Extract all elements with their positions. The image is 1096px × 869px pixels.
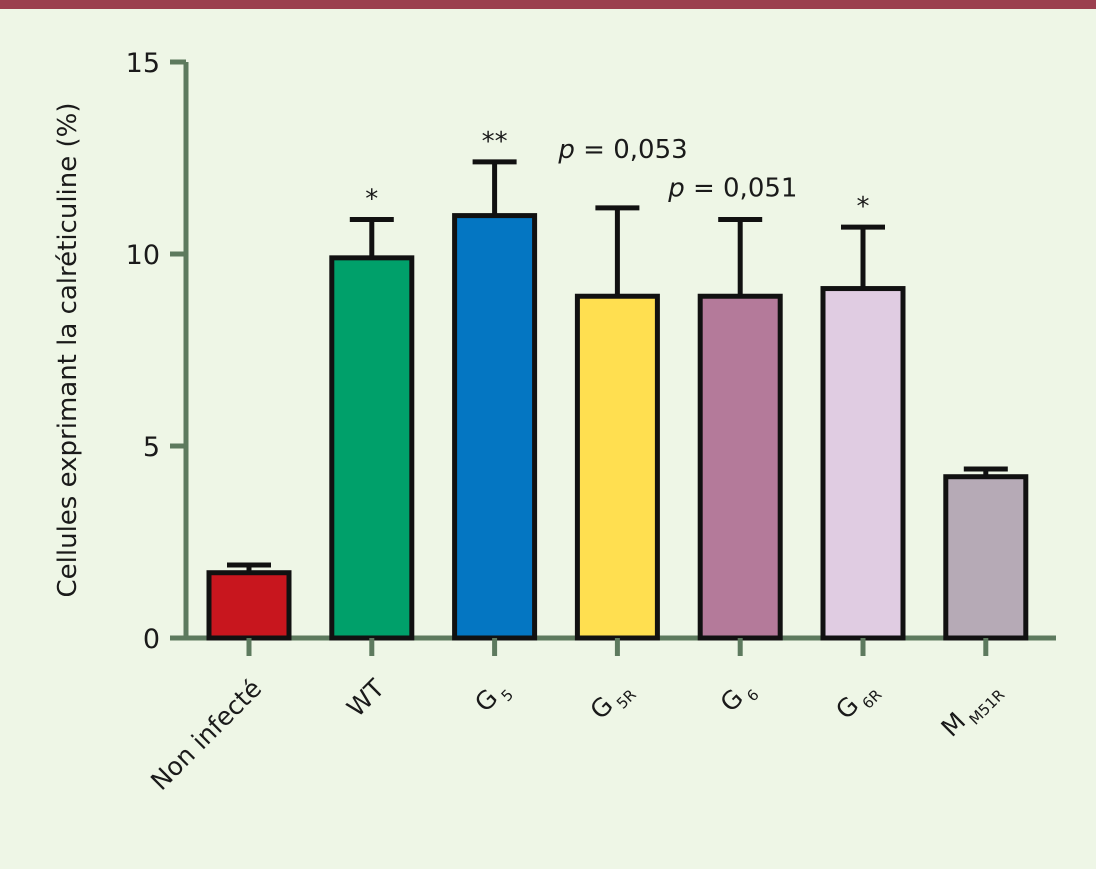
significance-label: *: [857, 192, 870, 222]
p-symbol: p: [667, 173, 685, 203]
x-tick-label: WT: [341, 673, 390, 722]
y-axis-label: Cellules exprimant la calréticuline (%): [53, 102, 83, 597]
bar: [206, 570, 292, 641]
bar: [697, 293, 783, 641]
x-tick-label-subscript: 6: [743, 686, 762, 705]
p-symbol: p: [557, 135, 575, 165]
y-tick-label: 5: [143, 432, 160, 463]
x-tick-label-subscript: 6R: [859, 686, 886, 713]
significance-label: p = 0,053: [557, 135, 687, 165]
x-tick-label-subscript: 5: [498, 686, 517, 705]
x-tick-label: G5: [469, 674, 517, 722]
significance-label: p = 0,051: [667, 173, 797, 203]
bar: [574, 293, 660, 641]
top-rule: [0, 0, 1096, 9]
x-tick-label: Non infecté: [145, 674, 267, 796]
x-tick-label-subscript: 5R: [613, 686, 640, 713]
bar: [820, 286, 906, 641]
y-tick-label: 15: [126, 48, 160, 79]
significance-label: *: [365, 184, 378, 214]
y-tick-label: 10: [126, 240, 160, 271]
bar: [452, 213, 538, 641]
x-tick-label: G6: [715, 674, 763, 722]
bar: [943, 474, 1029, 641]
x-tick-label: MM51R: [935, 674, 1008, 747]
x-tick-label: G6R: [830, 674, 885, 729]
x-tick-label: G5R: [584, 674, 639, 729]
y-tick-label: 0: [143, 624, 160, 655]
significance-label: **: [482, 127, 508, 157]
bar: [329, 255, 415, 641]
x-tick-label-subscript: M51R: [966, 686, 1009, 729]
